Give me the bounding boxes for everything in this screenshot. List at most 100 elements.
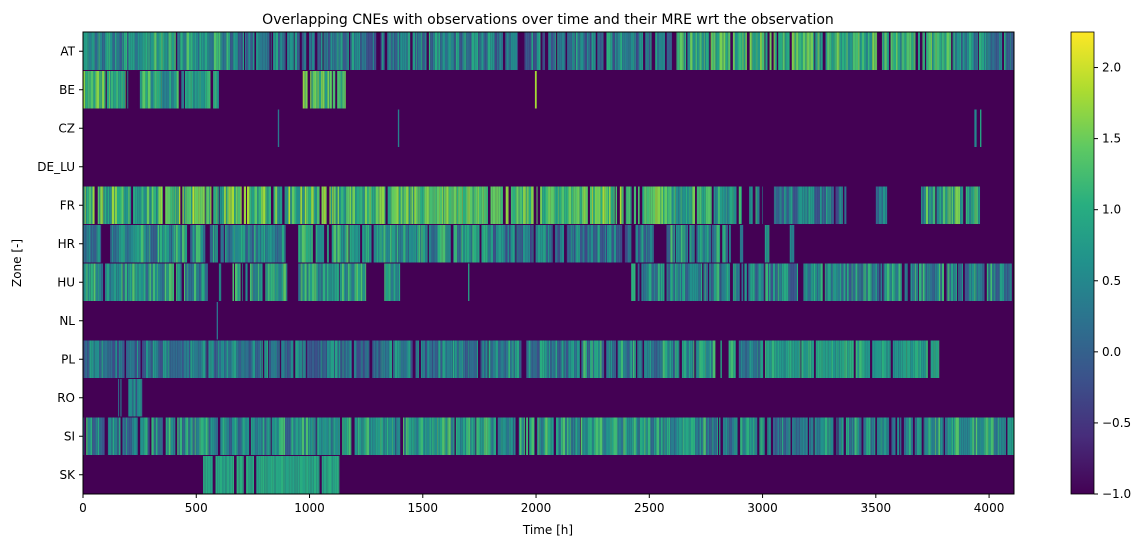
cell-HR-0-10 — [99, 225, 102, 263]
cell-FR-0-11 — [97, 186, 100, 224]
cell-SI-8-25 — [975, 417, 978, 455]
cell-BE-0-15 — [106, 71, 110, 109]
cell-SK-0-0 — [203, 456, 205, 494]
cell-PL-7-62 — [859, 340, 862, 378]
cell-PL-0-23 — [124, 340, 127, 378]
cell-AT-3-87 — [548, 32, 551, 70]
cell-AT-7-58 — [944, 32, 947, 70]
cell-HR-5-8 — [505, 225, 508, 263]
cell-PL-1-38 — [322, 340, 323, 378]
cell-PL-7-79 — [892, 340, 895, 378]
cell-SI-0-32 — [137, 417, 140, 455]
cell-AT-2-27 — [275, 32, 279, 70]
cell-AT-3-10 — [418, 32, 420, 70]
cell-PL-2-28 — [468, 340, 470, 378]
cell-PL-2-2 — [427, 340, 430, 378]
cell-FR-4-18 — [615, 186, 618, 224]
cell-HU-3-18 — [322, 263, 326, 301]
cell-FR-3-13 — [436, 186, 440, 224]
cell-SI-8-24 — [974, 417, 976, 455]
cell-FR-3-91 — [573, 186, 576, 224]
cell-AT-0-2 — [87, 32, 89, 70]
colorbar-tick-label-0: 2.0 — [1102, 61, 1121, 75]
cell-PL-0-82 — [224, 340, 227, 378]
cell-HU-6-43 — [705, 263, 709, 301]
cell-SI-3-1 — [396, 417, 398, 455]
cell-HU-3-8 — [308, 263, 310, 301]
cell-HU-7-31 — [793, 263, 797, 301]
cell-HR-0-1 — [85, 225, 87, 263]
cell-AT-3-29 — [454, 32, 456, 70]
cell-SK-0-37 — [265, 456, 267, 494]
cell-HU-8-29 — [948, 263, 950, 301]
cell-FR-2-40 — [403, 186, 405, 224]
cell-SI-1-53 — [298, 417, 300, 455]
cell-HU-0-74 — [204, 263, 208, 301]
cell-PL-0-61 — [190, 340, 192, 378]
cell-HR-6-14 — [596, 225, 598, 263]
cell-PL-1-83 — [392, 340, 394, 378]
cell-SI-4-24 — [528, 417, 530, 455]
cell-HU-6-20 — [668, 263, 670, 301]
cell-PL-1-4 — [270, 340, 274, 378]
cell-SI-3-30 — [447, 417, 449, 455]
cell-HR-5-25 — [533, 225, 536, 263]
cell-SI-4-46 — [565, 417, 567, 455]
cell-PL-2-86 — [572, 340, 575, 378]
cell-PL-2-32 — [476, 340, 479, 378]
cell-HR-1-12 — [133, 225, 135, 263]
cell-FR-4-7 — [599, 186, 601, 224]
cell-SI-5-33 — [663, 417, 665, 455]
cell-HU-6-34 — [689, 263, 693, 301]
cell-HU-7-43 — [813, 263, 816, 301]
cell-AT-6-45 — [820, 32, 823, 70]
cell-SI-7-27 — [882, 417, 884, 455]
cell-SI-6-17 — [734, 417, 736, 455]
colorbar-tick-label-4: 0.0 — [1102, 345, 1121, 359]
cell-PL-0-105 — [262, 340, 265, 378]
cell-PL-0-81 — [222, 340, 225, 378]
cell-FR-6-13 — [689, 186, 691, 224]
cell-HR-4-8 — [408, 225, 409, 263]
cell-PL-7-18 — [789, 340, 790, 378]
cell-HR-4-49 — [471, 225, 473, 263]
cell-AT-7-24 — [884, 32, 887, 70]
cell-SI-7-0 — [841, 417, 844, 455]
cell-AT-3-28 — [453, 32, 455, 70]
cell-FR-3-17 — [443, 186, 444, 224]
cell-HU-7-42 — [813, 263, 814, 301]
cell-AT-2-29 — [280, 32, 283, 70]
cell-SK-0-47 — [283, 456, 285, 494]
cell-BE-0-8 — [96, 71, 100, 109]
cell-SI-4-2 — [492, 417, 494, 455]
cell-BE-0-19 — [113, 71, 117, 109]
cell-PL-2-82 — [564, 340, 566, 378]
cell-SK-0-70 — [321, 456, 324, 494]
cell-FR-6-10 — [685, 186, 686, 224]
cell-SI-6-7 — [718, 417, 720, 455]
cell-HU-8-28 — [947, 263, 949, 301]
cell-SI-1-34 — [262, 417, 265, 455]
cell-FR-3-37 — [474, 186, 477, 224]
x-tick-label-4000: 4000 — [974, 501, 1005, 515]
cell-HU-7-56 — [833, 263, 834, 301]
cell-HU-0-45 — [157, 263, 158, 301]
cell-PL-0-75 — [211, 340, 214, 378]
cell-HU-7-33 — [796, 263, 799, 301]
cell-HR-5-28 — [540, 225, 543, 263]
cell-AT-6-50 — [831, 32, 834, 70]
cell-AT-5-8 — [690, 32, 693, 70]
cell-FR-9-5 — [885, 186, 888, 224]
cell-HU-3-34 — [349, 263, 351, 301]
cell-SI-0-66 — [195, 417, 197, 455]
cell-HU-2-10 — [249, 263, 252, 301]
cell-FR-10-7 — [932, 186, 936, 224]
cell-FR-1-66 — [277, 186, 280, 224]
cell-FR-1-9 — [183, 186, 186, 224]
cell-HU-2-2 — [234, 263, 238, 301]
cell-PL-1-44 — [330, 340, 332, 378]
cell-BE-5-2 — [314, 71, 317, 109]
cell-HR-0-4 — [88, 225, 91, 263]
cell-HU-3-11 — [314, 263, 316, 301]
cell-FR-1-55 — [258, 186, 262, 224]
